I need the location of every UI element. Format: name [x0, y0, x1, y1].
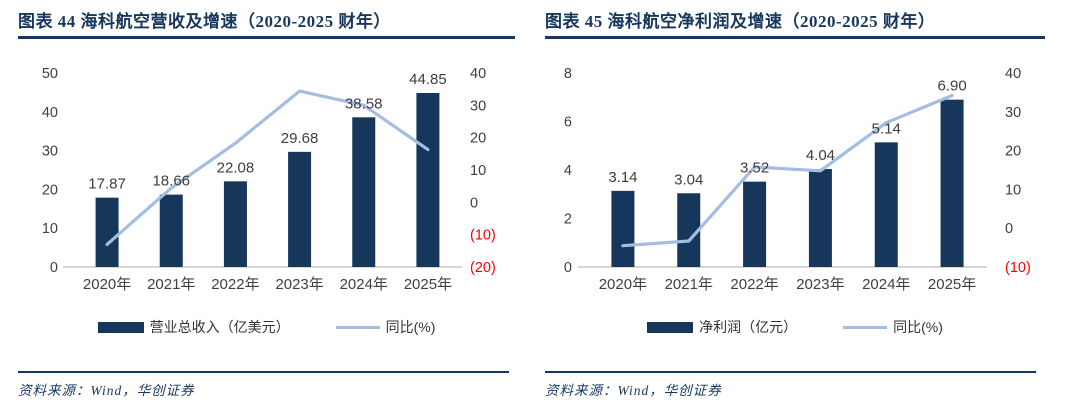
- legend-label-net-profit: 净利润（亿元）: [699, 319, 798, 335]
- x-axis-category-label: 2025年: [404, 276, 452, 293]
- bar-value-label: 4.04: [806, 147, 835, 164]
- legend-item-net-profit: 净利润（亿元）: [647, 317, 797, 337]
- bar: [611, 190, 635, 267]
- bar-value-label: 5.14: [872, 120, 901, 137]
- left-axis-tick-label: 2: [564, 212, 572, 228]
- left-axis-tick-label: 40: [42, 105, 58, 121]
- x-axis-category-label: 2023年: [275, 276, 323, 293]
- right-axis-tick-label: 10: [470, 163, 486, 179]
- figure-44: 图表 44 海科航空营收及增速（2020-2025 财年） 0 10 20 30 40 5…: [18, 8, 515, 419]
- revenue-growth-chart: 0 10 20 30 40 50 (20) (10) 0 10 20 30 40 2020年 2021年 20…: [42, 66, 496, 293]
- bar: [159, 194, 183, 267]
- bar: [808, 169, 832, 267]
- left-axis-tick-label: 30: [42, 144, 58, 160]
- legend-item-yoy: 同比(%): [335, 317, 436, 337]
- x-axis-category-label: 2022年: [211, 276, 259, 293]
- legend-label-yoy: 同比(%): [893, 319, 943, 335]
- legend-item-yoy: 同比(%): [843, 317, 943, 337]
- x-axis-category-label: 2020年: [83, 276, 131, 293]
- bar: [743, 181, 767, 267]
- bar: [95, 197, 119, 267]
- left-axis-tick-label: 0: [50, 260, 58, 276]
- bar-value-label: 29.68: [281, 130, 319, 147]
- figure-45-source: 资料来源：Wind，华创证券: [545, 383, 722, 398]
- bar: [288, 151, 312, 267]
- figure-45-legend: 净利润（亿元） 同比(%): [545, 317, 1045, 337]
- figure-45-source-divider: [545, 371, 1036, 373]
- bar-value-label: 6.90: [937, 78, 966, 95]
- bar: [874, 142, 898, 267]
- left-axis-tick-label: 10: [42, 221, 58, 237]
- x-axis-category-label: 2023年: [796, 276, 844, 293]
- right-axis-tick-label: (20): [470, 260, 496, 276]
- figure-44-source: 资料来源：Wind，华创证券: [18, 383, 195, 398]
- right-axis-tick-label: 30: [1005, 105, 1021, 121]
- right-axis-tick-label: (10): [470, 228, 496, 244]
- x-axis-category-label: 2024年: [862, 276, 910, 293]
- right-axis-tick-label: 40: [470, 66, 486, 82]
- bar-series-swatch: [647, 321, 694, 333]
- bar: [352, 117, 376, 267]
- legend-label-yoy: 同比(%): [385, 319, 436, 335]
- bar-value-label: 3.14: [608, 169, 637, 186]
- x-axis-category-label: 2021年: [147, 276, 195, 293]
- bar-value-label: 18.66: [152, 173, 190, 190]
- line-series-swatch: [843, 325, 888, 329]
- x-axis-category-label: 2020年: [599, 276, 647, 293]
- yoy-growth-line: [105, 89, 430, 246]
- bar-value-label: 3.52: [740, 160, 769, 177]
- bar-value-label: 17.87: [88, 176, 126, 193]
- figure-45: 图表 45 海科航空净利润及增速（2020-2025 财年） 0 2 4 6 8 (10)…: [545, 8, 1045, 419]
- figure-44-source-divider: [18, 371, 509, 373]
- right-axis-tick-label: 30: [470, 98, 486, 114]
- left-axis-tick-label: 8: [564, 66, 572, 82]
- figure-45-title: 图表 45 海科航空净利润及增速（2020-2025 财年）: [545, 12, 936, 31]
- right-axis-tick-label: 20: [1005, 144, 1021, 160]
- x-axis-category-label: 2025年: [928, 276, 976, 293]
- line-series-swatch: [335, 325, 380, 329]
- legend-item-revenue: 营业总收入（亿美元）: [97, 317, 290, 337]
- figure-44-legend: 营业总收入（亿美元） 同比(%): [18, 317, 515, 337]
- bar: [223, 181, 247, 267]
- right-axis-tick-label: 10: [1005, 182, 1021, 198]
- right-axis-tick-label: 20: [470, 131, 486, 147]
- bar-series-swatch: [97, 321, 144, 333]
- x-axis-category-label: 2021年: [665, 276, 713, 293]
- left-axis-tick-label: 20: [42, 182, 58, 198]
- bar-value-label: 44.85: [409, 71, 447, 88]
- legend-label-revenue: 营业总收入（亿美元）: [149, 319, 290, 335]
- bar-value-label: 38.58: [345, 95, 383, 112]
- figure-45-title-underline: [545, 36, 1045, 39]
- figure-44-title-underline: [18, 36, 515, 39]
- right-axis-tick-label: 0: [1005, 221, 1013, 237]
- bar-value-label: 22.08: [217, 159, 255, 176]
- bar-value-label: 3.04: [674, 171, 703, 188]
- figure-44-title: 图表 44 海科航空营收及增速（2020-2025 财年）: [18, 12, 391, 31]
- net-profit-growth-chart: 0 2 4 6 8 (10) 0 10 20 30 40 2020年 2021年 2022年 2023年 20…: [564, 66, 1031, 293]
- right-axis-tick-label: 40: [1005, 66, 1021, 82]
- x-axis-category-label: 2022年: [730, 276, 778, 293]
- bar: [416, 92, 440, 267]
- bar: [677, 193, 701, 267]
- right-axis-tick-label: (10): [1005, 260, 1031, 276]
- left-axis-tick-label: 0: [564, 260, 572, 276]
- yoy-growth-line: [621, 93, 954, 248]
- left-axis-tick-label: 4: [564, 163, 572, 179]
- right-axis-tick-label: 0: [470, 195, 478, 211]
- left-axis-tick-label: 6: [564, 115, 572, 131]
- bar: [940, 99, 964, 267]
- left-axis-tick-label: 50: [42, 66, 58, 82]
- x-axis-category-label: 2024年: [340, 276, 388, 293]
